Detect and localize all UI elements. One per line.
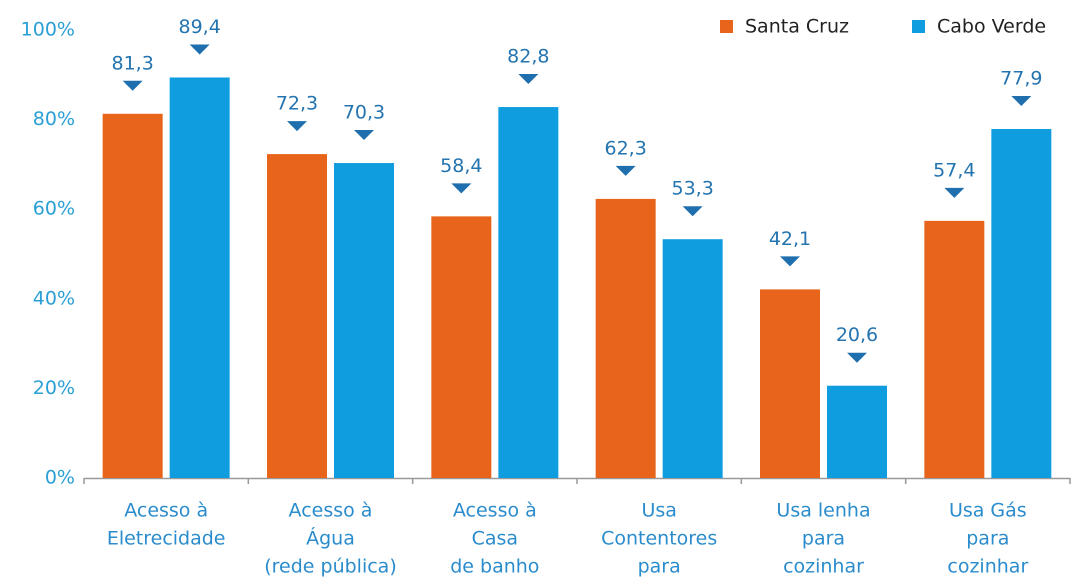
- value-marker: [287, 121, 307, 132]
- x-tick-label: Contentores: [601, 528, 717, 550]
- bar: [924, 220, 985, 478]
- value-label: 77,9: [1000, 68, 1042, 90]
- bar: [760, 289, 820, 478]
- y-tick-label: 80%: [33, 108, 75, 130]
- value-label: 57,4: [933, 159, 975, 181]
- y-tick-label: 0%: [45, 467, 75, 489]
- x-tick-label: Usa Gás: [949, 500, 1027, 522]
- y-tick-label: 60%: [33, 198, 75, 220]
- value-label: 58,4: [440, 155, 482, 177]
- value-label: 72,3: [276, 93, 318, 115]
- bar: [595, 198, 656, 478]
- x-tick-label: Acesso à: [453, 500, 537, 522]
- value-marker: [518, 74, 539, 85]
- value-label: 89,4: [179, 16, 221, 38]
- legend-swatch: [720, 20, 733, 33]
- x-tick-label: para: [966, 528, 1009, 550]
- value-marker: [682, 206, 703, 217]
- value-marker: [451, 183, 472, 194]
- value-label: 82,8: [507, 46, 549, 68]
- value-label: 62,3: [605, 137, 647, 159]
- x-tick-label: de banho: [450, 556, 539, 577]
- bar: [662, 239, 723, 478]
- value-marker: [354, 130, 374, 141]
- value-marker: [847, 352, 867, 363]
- value-marker: [1011, 96, 1032, 107]
- y-tick-label: 20%: [33, 377, 75, 399]
- value-label: 20,6: [836, 324, 878, 346]
- x-tick-label: Acesso à: [124, 500, 208, 522]
- legend-label: Santa Cruz: [745, 16, 849, 38]
- x-tick-label: Casa: [472, 528, 518, 550]
- value-label: 42,1: [769, 228, 811, 250]
- value-label: 81,3: [112, 52, 154, 74]
- x-tick-label: cozinhar: [783, 556, 864, 577]
- bar: [169, 77, 230, 478]
- value-label: 70,3: [343, 102, 385, 124]
- y-tick-label: 40%: [33, 287, 75, 309]
- x-tick-label: Eletrecidade: [107, 528, 226, 550]
- legend-swatch: [912, 20, 925, 33]
- bar: [827, 385, 887, 478]
- value-marker: [189, 44, 210, 55]
- bar: [334, 163, 394, 478]
- x-tick-label: Usa: [641, 500, 676, 522]
- x-tick-label: Acesso à: [289, 500, 373, 522]
- x-tick-label: (rede pública): [264, 556, 397, 577]
- bar: [991, 129, 1052, 478]
- bar: [267, 154, 327, 478]
- bar: [431, 216, 492, 479]
- value-marker: [615, 165, 636, 176]
- value-marker: [780, 256, 800, 267]
- x-tick-label: para: [638, 556, 681, 577]
- value-label: 53,3: [672, 178, 714, 200]
- legend-label: Cabo Verde: [937, 16, 1046, 38]
- bar: [102, 113, 163, 478]
- x-tick-label: cozinhar: [947, 556, 1028, 577]
- value-marker: [122, 80, 143, 91]
- x-tick-label: Usa lenha: [776, 500, 870, 522]
- x-tick-label: para: [802, 528, 845, 550]
- x-tick-label: Água: [306, 527, 355, 550]
- bar: [498, 107, 559, 478]
- value-marker: [944, 187, 965, 198]
- y-tick-label: 100%: [21, 19, 75, 41]
